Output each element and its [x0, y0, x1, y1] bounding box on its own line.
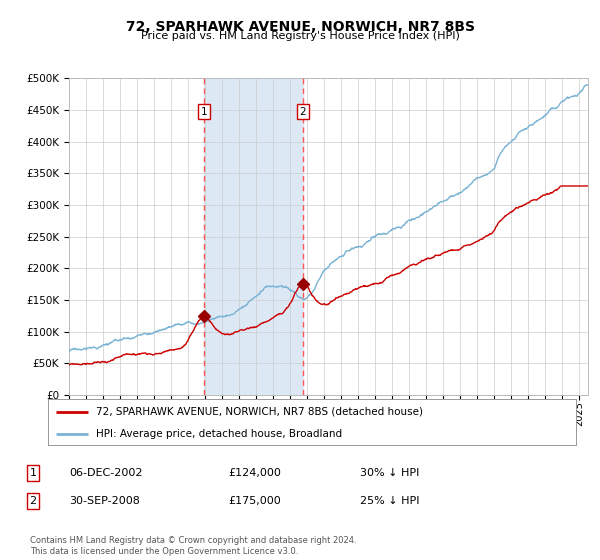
- Text: 25% ↓ HPI: 25% ↓ HPI: [360, 496, 419, 506]
- Text: 30% ↓ HPI: 30% ↓ HPI: [360, 468, 419, 478]
- Text: HPI: Average price, detached house, Broadland: HPI: Average price, detached house, Broa…: [95, 429, 341, 438]
- Text: £124,000: £124,000: [228, 468, 281, 478]
- Bar: [204, 78, 303, 395]
- Text: 30-SEP-2008: 30-SEP-2008: [69, 496, 140, 506]
- Text: 72, SPARHAWK AVENUE, NORWICH, NR7 8BS: 72, SPARHAWK AVENUE, NORWICH, NR7 8BS: [125, 20, 475, 34]
- Text: Contains HM Land Registry data © Crown copyright and database right 2024.
This d: Contains HM Land Registry data © Crown c…: [30, 536, 356, 556]
- Text: 1: 1: [29, 468, 37, 478]
- Text: 06-DEC-2002: 06-DEC-2002: [69, 468, 143, 478]
- Text: £175,000: £175,000: [228, 496, 281, 506]
- Text: 1: 1: [200, 106, 207, 116]
- Text: 72, SPARHAWK AVENUE, NORWICH, NR7 8BS (detached house): 72, SPARHAWK AVENUE, NORWICH, NR7 8BS (d…: [95, 407, 422, 417]
- Text: 2: 2: [29, 496, 37, 506]
- Text: 2: 2: [299, 106, 306, 116]
- Text: Price paid vs. HM Land Registry's House Price Index (HPI): Price paid vs. HM Land Registry's House …: [140, 31, 460, 41]
